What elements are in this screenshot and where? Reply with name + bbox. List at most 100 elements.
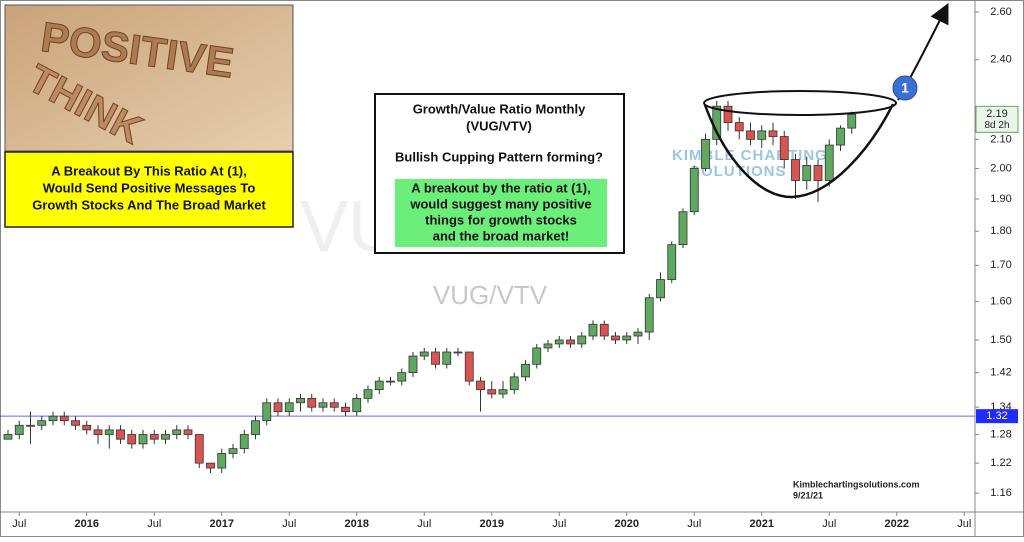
candle-body	[847, 113, 857, 129]
candle-body	[3, 434, 13, 440]
candle-body	[577, 335, 587, 345]
candle-body	[172, 429, 182, 435]
highlight-line: A breakout by the ratio at (1),	[411, 180, 590, 195]
candle-body	[284, 402, 294, 413]
candle-body	[779, 136, 789, 160]
candle-body	[791, 159, 800, 181]
x-tick-label: 2022	[885, 518, 909, 530]
candle-body	[352, 397, 362, 413]
candle-body	[701, 138, 710, 169]
candle-body	[453, 351, 463, 354]
highlight-line: things for growth stocks	[425, 212, 577, 227]
cup-rim	[703, 90, 897, 116]
candle-body	[161, 434, 170, 440]
candle-body	[532, 347, 542, 365]
candle-body	[93, 429, 103, 435]
candle-body	[104, 429, 114, 435]
y-tick-label: 1.42	[990, 367, 1011, 379]
y-tick-label: 1.60	[990, 295, 1011, 307]
candle-body	[82, 424, 92, 431]
candle-body	[307, 397, 317, 408]
candle-body	[408, 355, 418, 374]
candle-body	[48, 415, 58, 422]
countdown-label: 8d 2h	[984, 120, 1009, 131]
candle-body	[824, 144, 834, 181]
candle-body	[262, 402, 272, 422]
candle-body	[296, 397, 305, 404]
y-tick-label: 2.60	[990, 6, 1011, 18]
x-tick-label: Jul	[687, 518, 701, 530]
x-tick-label: Jul	[822, 518, 836, 530]
candle-body	[543, 343, 553, 349]
y-tick-label: 1.80	[990, 225, 1011, 237]
y-tick-label: 1.70	[990, 259, 1011, 271]
candle-body	[442, 351, 452, 365]
highlight-line: and the broad market!	[433, 228, 570, 243]
footer-line: 9/21/21	[793, 490, 823, 500]
candle-body	[644, 297, 654, 333]
x-tick-label: Jul	[957, 518, 971, 530]
candle-body	[757, 130, 767, 140]
note-title: (VUG/VTV)	[466, 118, 532, 133]
candle-body	[116, 429, 125, 440]
candle-body	[318, 402, 328, 408]
y-tick-label: 2.40	[990, 54, 1011, 66]
caption-box	[4, 151, 294, 228]
candle-body	[498, 389, 508, 395]
candle-body	[476, 380, 485, 391]
x-tick-label: 2016	[75, 518, 99, 530]
candle-body	[746, 130, 755, 140]
candle-body	[723, 105, 733, 123]
candle-body	[14, 424, 24, 435]
candle-body	[273, 402, 283, 413]
candle-body	[836, 127, 845, 146]
inset-photo	[4, 4, 294, 152]
x-tick-label: 2017	[210, 518, 234, 530]
candle-body	[37, 420, 47, 426]
candle-body	[419, 351, 429, 357]
candle-body	[678, 211, 688, 246]
candle-body	[138, 434, 148, 445]
candle-body	[194, 434, 204, 464]
candle-body	[509, 376, 519, 391]
candle-body	[487, 389, 497, 395]
candle-body	[689, 168, 699, 213]
candle-body	[71, 420, 80, 426]
highlight-line: would suggest many positive	[409, 196, 591, 211]
y-tick-label: 1.28	[990, 428, 1011, 440]
candle-body	[554, 339, 564, 345]
candle-body	[802, 165, 812, 181]
candle-body	[183, 429, 193, 435]
candle-body	[521, 363, 530, 378]
note-question: Bullish Cupping Pattern forming?	[395, 149, 603, 164]
y-tick-label: 1.16	[990, 487, 1011, 499]
candle-body	[611, 335, 620, 341]
marker-label: 1	[901, 80, 909, 96]
cup-bowl	[703, 103, 895, 199]
y-tick-label: 1.90	[990, 193, 1011, 205]
x-tick-label: 2018	[345, 518, 369, 530]
last-price-box	[975, 105, 1019, 133]
level-label-box	[976, 409, 1018, 424]
highlight-box	[395, 179, 607, 247]
y-tick-label: 1.22	[990, 457, 1011, 469]
brand-line: SOLUTIONS	[690, 163, 787, 180]
candle-body	[656, 279, 665, 299]
candle-body	[397, 372, 407, 382]
x-tick-label: 2021	[750, 518, 774, 530]
candle-body	[622, 335, 632, 341]
x-tick-label: Jul	[552, 518, 566, 530]
candle-body	[228, 448, 238, 454]
candle-body	[813, 165, 823, 181]
candle-body	[374, 380, 384, 391]
candle-body	[206, 462, 215, 469]
candle-body	[667, 244, 677, 280]
watermark: VUG/VTV	[433, 280, 548, 310]
candle-body	[386, 380, 395, 383]
x-tick-label: Jul	[147, 518, 161, 530]
candle-body	[329, 402, 339, 408]
last-price-label: 2.19	[986, 108, 1007, 120]
x-tick-label: Jul	[12, 518, 26, 530]
candle-body	[588, 323, 598, 337]
